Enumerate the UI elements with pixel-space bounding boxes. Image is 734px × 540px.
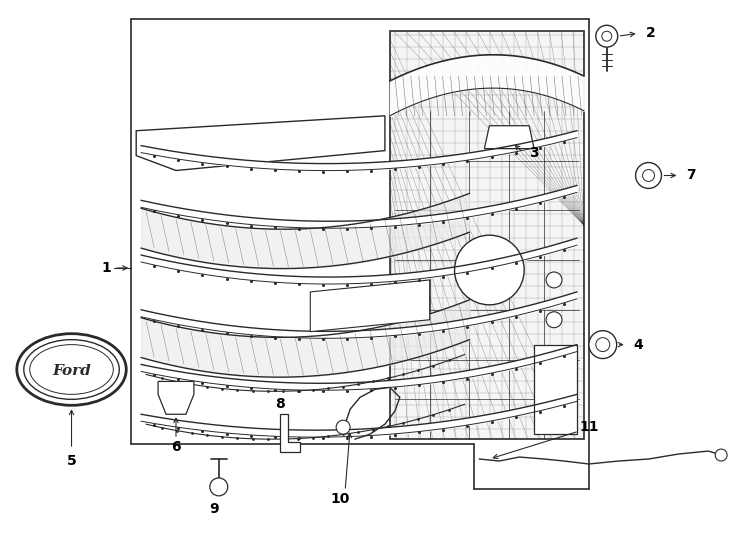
Ellipse shape xyxy=(17,334,126,406)
Text: 10: 10 xyxy=(330,492,350,506)
Circle shape xyxy=(546,272,562,288)
Circle shape xyxy=(454,235,524,305)
Text: 4: 4 xyxy=(633,338,644,352)
Polygon shape xyxy=(280,414,300,452)
Text: 2: 2 xyxy=(646,26,655,40)
Circle shape xyxy=(636,163,661,188)
Polygon shape xyxy=(534,345,577,434)
Circle shape xyxy=(210,478,228,496)
Text: 7: 7 xyxy=(686,168,696,183)
Circle shape xyxy=(546,312,562,328)
Text: 6: 6 xyxy=(171,440,181,454)
Text: 9: 9 xyxy=(209,502,219,516)
Circle shape xyxy=(715,449,727,461)
Text: 5: 5 xyxy=(67,454,76,468)
Polygon shape xyxy=(158,381,194,414)
Circle shape xyxy=(596,25,618,47)
Polygon shape xyxy=(310,280,429,332)
Text: 8: 8 xyxy=(275,397,286,411)
Text: 11: 11 xyxy=(579,420,599,434)
Polygon shape xyxy=(137,116,385,171)
Circle shape xyxy=(336,420,350,434)
Text: Ford: Ford xyxy=(52,364,91,379)
Text: 1: 1 xyxy=(101,261,112,275)
Text: 3: 3 xyxy=(529,146,539,160)
Polygon shape xyxy=(390,31,584,439)
Polygon shape xyxy=(484,126,534,148)
Circle shape xyxy=(589,330,617,359)
